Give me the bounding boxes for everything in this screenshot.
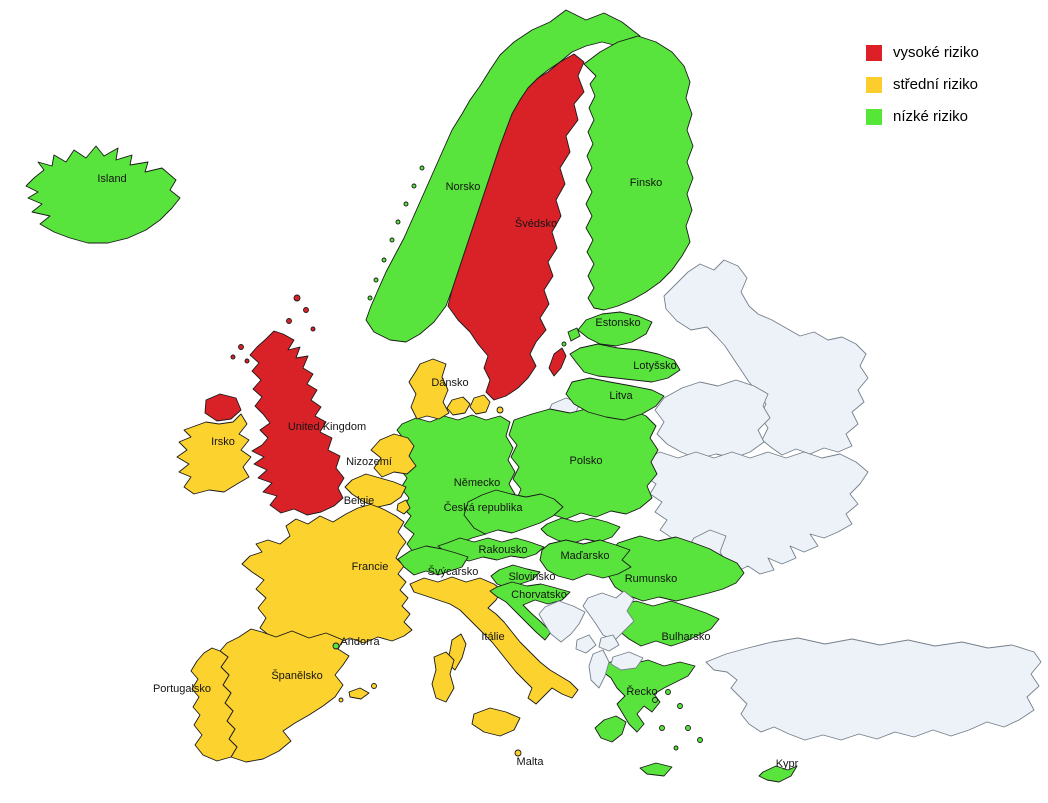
country-bosnia: [538, 600, 586, 643]
country-slovenia: [490, 564, 541, 589]
hebrides-island-dot: [244, 358, 250, 364]
balearic-island-dot: [371, 683, 377, 689]
legend-item-high-risk: vysoké riziko: [866, 44, 979, 61]
zealand-island: [469, 394, 491, 415]
norway-island-dot: [381, 257, 387, 263]
gotland-island: [548, 347, 567, 377]
legend-swatch-low-risk: [866, 108, 882, 125]
country-kosovo: [598, 634, 620, 652]
greek-island-dot: [685, 725, 691, 731]
estonian-island: [567, 327, 581, 342]
legend-swatch-medium-risk: [866, 76, 882, 93]
hebrides-island-dot: [238, 344, 244, 350]
country-hungary: [539, 539, 632, 581]
country-united-kingdom: [249, 330, 345, 516]
orkney-island-dot: [286, 318, 292, 324]
colored-regions: [25, 9, 798, 783]
country-russia: [663, 259, 869, 456]
hebrides-island-dot: [230, 354, 236, 360]
norwegian-coastal-islands: [367, 165, 425, 301]
country-belgium: [344, 473, 407, 508]
country-denmark: [408, 358, 450, 420]
peloponnese: [594, 715, 627, 743]
legend-item-low-risk: nízké riziko: [866, 108, 979, 125]
bornholm-island: [496, 406, 504, 414]
funen-island: [446, 396, 471, 416]
country-netherlands: [370, 433, 417, 478]
sardinia-island: [431, 651, 455, 703]
country-croatia: [489, 581, 571, 641]
legend-label-low-risk: nízké riziko: [893, 108, 969, 125]
norway-island-dot: [403, 201, 409, 207]
shetland-island-dot: [293, 294, 301, 302]
slovakia: [540, 517, 621, 545]
legend-label-medium-risk: střední riziko: [893, 76, 979, 93]
balearic-islands: [348, 687, 370, 700]
norway-island-dot: [389, 237, 395, 243]
greek-island-dot: [677, 703, 683, 709]
country-ireland: [176, 413, 252, 495]
balkan-no-data-regions: [538, 590, 644, 689]
country-estonia: [577, 311, 653, 347]
crete-island: [639, 762, 673, 777]
country-portugal: [190, 647, 238, 762]
country-finland: [583, 35, 694, 311]
greek-island-dot: [659, 725, 665, 731]
country-spain: [219, 628, 350, 763]
country-andorra: [332, 642, 340, 650]
country-north-macedonia: [610, 651, 644, 671]
scottish-islands: [230, 294, 316, 364]
greek-island-dot: [697, 737, 703, 743]
estonian-island-dot: [561, 341, 567, 347]
greek-islands: [652, 689, 703, 751]
country-cyprus: [758, 765, 798, 783]
country-france: [241, 503, 413, 645]
greek-island-dot: [665, 689, 671, 695]
country-malta: [514, 749, 522, 757]
norway-island-dot: [373, 277, 379, 283]
legend-item-medium-risk: střední riziko: [866, 76, 979, 93]
orkney-island-dot: [303, 307, 309, 313]
norway-island-dot: [367, 295, 373, 301]
greek-island-dot: [652, 697, 658, 703]
country-switzerland: [397, 545, 469, 576]
legend-label-high-risk: vysoké riziko: [893, 44, 979, 61]
norway-island-dot: [411, 183, 417, 189]
norway-island-dot: [395, 219, 401, 225]
legend-swatch-high-risk: [866, 44, 882, 61]
country-lithuania: [565, 377, 665, 421]
country-serbia: [582, 590, 635, 642]
country-iceland: [25, 145, 181, 244]
orkney-island-dot: [310, 326, 316, 332]
country-latvia: [569, 343, 681, 383]
country-montenegro: [575, 634, 597, 654]
balearic-island-dot2: [338, 697, 344, 703]
country-germany: [396, 414, 517, 553]
norway-island-dot: [419, 165, 425, 171]
sicily-island: [471, 707, 521, 737]
country-belarus: [654, 379, 771, 460]
country-greece: [599, 659, 696, 733]
country-sweden: [447, 53, 585, 401]
legend: vysoké riziko střední riziko nízké rizik…: [866, 44, 979, 125]
country-turkey: [705, 637, 1042, 741]
greek-island-dot: [673, 745, 679, 751]
country-albania: [588, 649, 610, 689]
luxembourg: [396, 499, 411, 515]
country-czech-republic: [463, 489, 564, 535]
northern-ireland: [204, 393, 242, 422]
